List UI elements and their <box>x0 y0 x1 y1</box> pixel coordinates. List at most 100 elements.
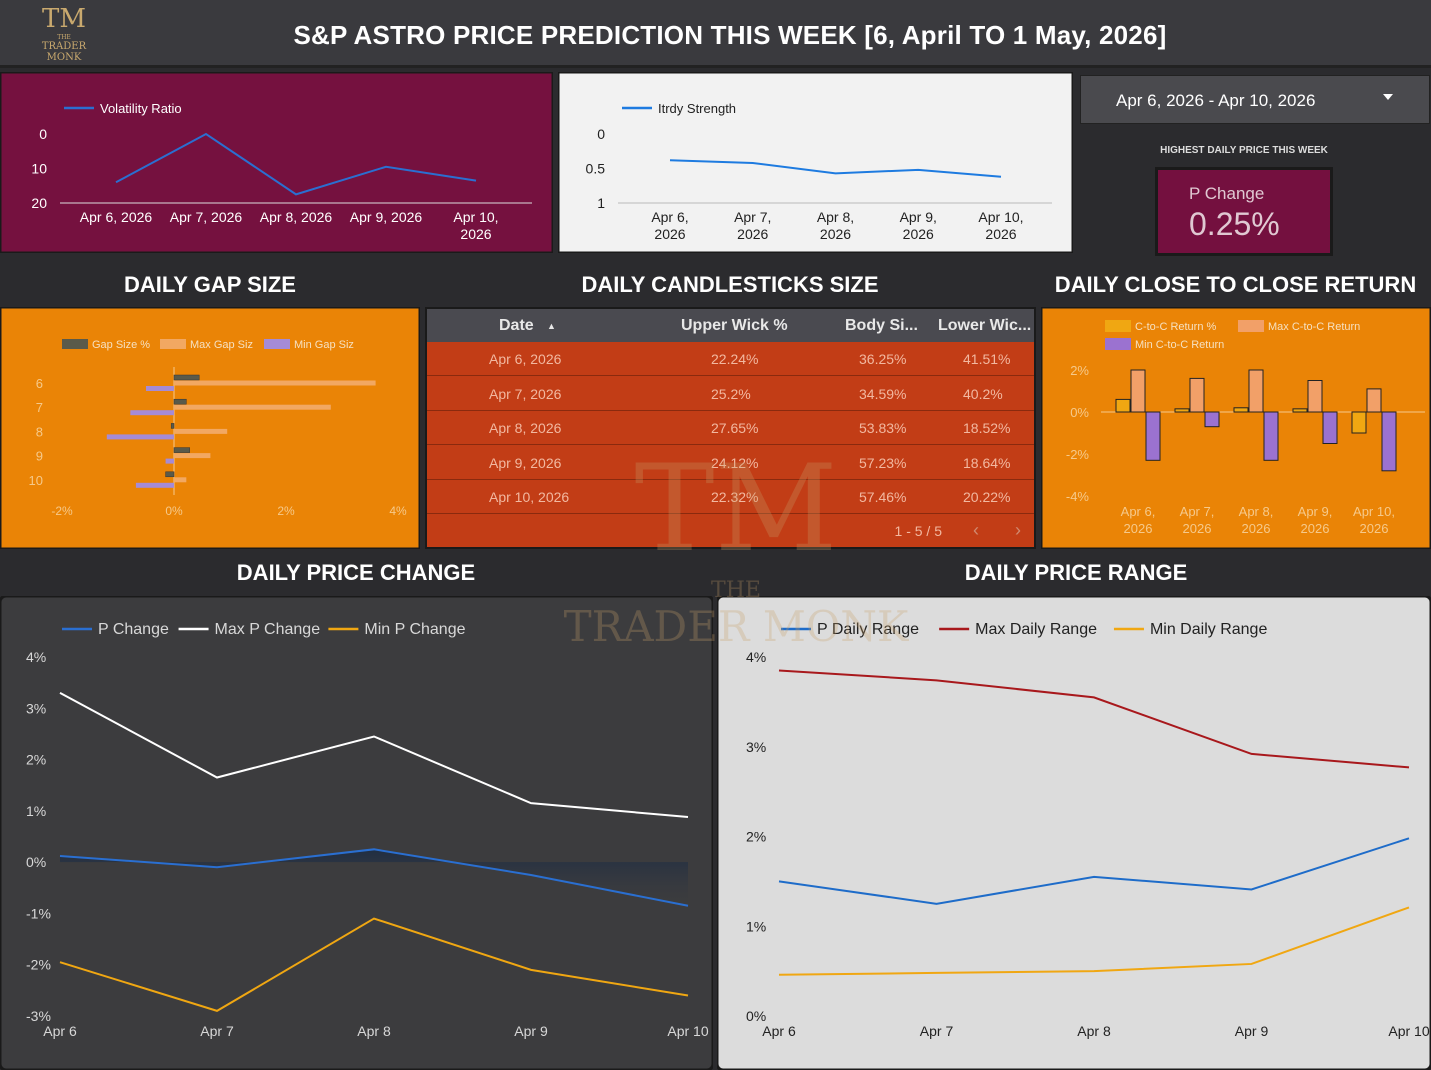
column-header-lower-wick[interactable]: Lower Wic... <box>938 317 1032 334</box>
legend-label: Gap Size % <box>92 339 150 351</box>
x-tick-label: 2% <box>277 504 295 518</box>
c2c-bar <box>1130 369 1146 413</box>
chart-background <box>0 72 553 253</box>
y-tick-label: -4% <box>1066 489 1090 504</box>
y-tick-label: 6 <box>36 376 43 391</box>
gap-bar <box>174 453 211 459</box>
column-header-date[interactable]: Date <box>499 317 534 334</box>
x-tick-label: Apr 6, 2026 <box>1121 504 1156 536</box>
chevron-down-icon[interactable] <box>1383 94 1393 100</box>
table-cell: 53.83% <box>859 420 907 437</box>
table-cell: 57.23% <box>859 454 907 471</box>
c2c-bar <box>1292 408 1308 413</box>
date-range-value: Apr 6, 2026 - Apr 10, 2026 <box>1116 91 1316 110</box>
gap-bar <box>174 477 187 483</box>
table-cell: Apr 9, 2026 <box>489 454 562 471</box>
c2c-bar <box>1189 377 1205 413</box>
legend-label: Min Daily Range <box>1150 621 1267 638</box>
c2c-bar <box>1174 408 1190 413</box>
gap-bar <box>165 458 174 464</box>
gap-bar <box>173 374 200 381</box>
p-change-scorecard: P Change 0.25% <box>1155 167 1333 256</box>
c2c-bar <box>1233 407 1249 413</box>
table-cell: 27.65% <box>711 420 759 437</box>
table-cell: 34.59% <box>859 385 907 402</box>
x-tick-label: Apr 7 <box>920 1023 954 1039</box>
volatility-chart: 0 10 20 Apr 6, 2026 Apr 7, 2026 Apr 8, 2026 Ap… <box>0 72 553 253</box>
next-page-icon[interactable]: › <box>1015 520 1021 540</box>
logo-mark: TM <box>42 4 86 34</box>
x-tick-label: Apr 8, 2026 <box>1239 504 1274 536</box>
table-cell: 36.25% <box>859 351 907 367</box>
section-title-prange: DAILY PRICE RANGE <box>964 560 1188 585</box>
x-tick-label: -2% <box>51 504 73 518</box>
price-range-chart: 4% 3% 2% 1% 0%Apr 6 Apr 7 Apr 8 Apr 9 Apr 10 P Da… <box>717 596 1431 1070</box>
y-tick-label: 8 <box>36 424 43 439</box>
table-cell: 41.51% <box>963 351 1011 367</box>
x-tick-label: Apr 7 <box>200 1023 234 1039</box>
gap-bar <box>174 380 376 386</box>
table-row[interactable]: Apr 7, 2026 25.2% 34.59% 40.2% <box>427 377 1034 411</box>
table-cell: 18.52% <box>963 420 1011 437</box>
x-tick-label: Apr 10, 2026 <box>1353 504 1395 536</box>
series-line <box>59 848 689 907</box>
c2c-bar <box>1263 411 1279 461</box>
gap-bar <box>174 404 331 410</box>
gap-bar <box>173 398 187 405</box>
y-tick-label: 2% <box>746 829 766 845</box>
c2c-bar <box>1115 398 1131 413</box>
table-row[interactable]: Apr 6, 2026 22.24% 36.25% 41.51% <box>427 342 1034 376</box>
table-cell: 25.2% <box>711 385 751 402</box>
column-header-body-size[interactable]: Body Si... <box>845 317 918 334</box>
series-line <box>778 906 1410 976</box>
prev-page-icon[interactable]: ‹ <box>973 520 979 540</box>
c2c-bar <box>1307 380 1323 413</box>
y-tick-label: 1% <box>746 918 766 934</box>
y-tick-label: 9 <box>36 449 43 464</box>
x-tick-label: Apr 9, 2026 <box>1298 504 1333 536</box>
sort-asc-icon[interactable]: ▲ <box>547 321 556 331</box>
candlestick-table: Date ▲ Upper Wick % Body Si... Lower Wic… <box>425 307 1036 549</box>
x-tick-label: Apr 7, 2026 <box>734 209 771 242</box>
y-tick-label: 1% <box>26 803 46 819</box>
series-line <box>778 837 1410 905</box>
y-tick-label: 2% <box>1070 363 1089 378</box>
table-cell: 20.22% <box>963 489 1011 506</box>
logo-line2: TRADER MONK <box>41 41 87 63</box>
x-tick-label: Apr 9 <box>514 1023 548 1039</box>
y-tick-label: 1 <box>597 195 605 211</box>
legend-label: Min Gap Siz <box>294 339 354 351</box>
x-tick-label: Apr 8 <box>357 1023 391 1039</box>
table-cell: Apr 7, 2026 <box>489 385 562 402</box>
page-title: S&P ASTRO PRICE PREDICTION THIS WEEK [6,… <box>293 20 1167 50</box>
itrdy-strength-chart: 0 0.5 1 Apr 6, 2026 Apr 7, 2026 Apr 8, 2026 Apr 9… <box>558 72 1073 253</box>
x-tick-label: Apr 9, 2026 <box>900 209 937 242</box>
date-range-picker[interactable]: Apr 6, 2026 - Apr 10, 2026 <box>1080 75 1430 124</box>
gap-bar <box>165 471 175 478</box>
legend-swatch <box>264 339 290 349</box>
gap-bar <box>146 386 174 391</box>
table-row[interactable]: Apr 10, 2026 22.32% 57.46% 20.22% <box>427 480 1034 515</box>
y-tick-label: 0.5 <box>586 161 606 177</box>
y-tick-label: -1% <box>26 905 51 921</box>
y-tick-label: 4% <box>746 649 766 665</box>
chart-background <box>0 596 713 1070</box>
section-title-gap: DAILY GAP SIZE <box>124 272 296 297</box>
y-tick-label: 10 <box>31 161 47 177</box>
legend-swatch <box>1238 320 1264 332</box>
column-header-upper-wick[interactable]: Upper Wick % <box>681 317 788 334</box>
scorecard-value: 0.25% <box>1189 206 1280 242</box>
y-tick-label: 0 <box>39 126 47 142</box>
c2c-bar <box>1351 411 1367 434</box>
table-row[interactable]: Apr 8, 2026 27.65% 53.83% 18.52% <box>427 411 1034 446</box>
table-row[interactable]: Apr 9, 2026 24.12% 57.23% 18.64% <box>427 446 1034 480</box>
series-line <box>59 692 689 819</box>
x-tick-label: Apr 6, 2026 <box>80 209 153 225</box>
x-tick-label: 4% <box>389 504 407 518</box>
chart-background <box>558 72 1073 253</box>
legend-label: P Daily Range <box>817 621 919 638</box>
section-title-pchange: DAILY PRICE CHANGE <box>236 560 476 585</box>
gap-bar <box>174 428 228 434</box>
x-tick-label: Apr 8, 2026 <box>260 209 333 225</box>
